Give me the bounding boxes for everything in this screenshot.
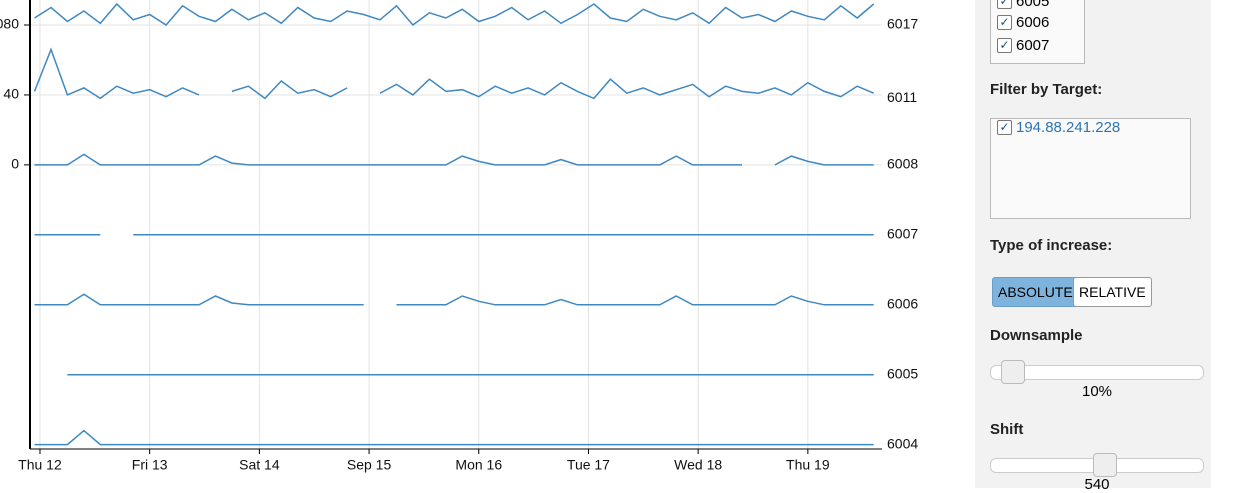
y-tick-label: 40 [3,86,19,102]
shift-label: Shift [990,421,1024,438]
x-tick-label: Thu 12 [18,457,62,473]
metric-label: 6007 [1016,37,1050,54]
metric-label: 6005 [1016,0,1050,10]
shift-value: 540 [1084,476,1110,493]
series-label: 6005 [887,365,918,381]
increase-label: Type of increase: [990,237,1113,254]
series-label: 6011 [887,89,917,105]
series-line [34,2,875,27]
metric-item[interactable]: ✓ 6006 [997,14,1049,31]
relative-button[interactable]: RELATIVE [1073,277,1152,307]
downsample-label: Downsample [990,327,1083,344]
y-tick-label: 080 [0,16,19,32]
x-tick-label: Mon 16 [455,457,502,473]
target-label: 194.88.241.228 [1016,119,1121,136]
x-tick-label: Thu 19 [786,457,830,473]
shift-thumb[interactable] [1093,453,1117,477]
x-tick-label: Sat 14 [239,457,280,473]
x-tick-label: Wed 18 [674,457,722,473]
downsample-slider[interactable] [990,365,1204,380]
target-list: ✓ 194.88.241.228 [990,118,1191,219]
series-label: 6004 [887,435,918,451]
series-label: 6006 [887,295,918,311]
y-tick-label: 0 [11,156,19,172]
series-label: 6007 [887,226,918,242]
downsample-value: 10% [1081,383,1113,400]
series-label: 6017 [887,16,918,32]
metric-label: 6006 [1016,14,1050,31]
metric-list: ✓ 6005 ✓ 6006 ✓ 6007 [990,0,1085,64]
series-line [34,429,874,446]
metric-item[interactable]: ✓ 6005 [997,0,1049,10]
x-tick-label: Tue 17 [567,457,610,473]
filter-label: Filter by Target: [990,81,1103,98]
series-line [33,47,874,100]
chart: Thu 12 Fri 13 Sat 14 Sep 15 Mon 16 Tue 17 Wed … [0,0,918,473]
sidebar: ✓ 6005 ✓ 6006 ✓ 6007 Filter by Target: ✓ 194… [975,0,1211,493]
x-tick-label: Sep 15 [347,457,392,473]
metric-item[interactable]: ✓ 6007 [997,37,1049,54]
series-line [34,293,874,306]
absolute-button[interactable]: ABSOLUTE [992,277,1079,307]
series-line [34,153,874,166]
x-tick-label: Fri 13 [132,457,168,473]
target-item[interactable]: ✓ 194.88.241.228 [997,119,1120,136]
series-label: 6008 [887,156,918,172]
downsample-thumb[interactable] [1001,360,1025,384]
